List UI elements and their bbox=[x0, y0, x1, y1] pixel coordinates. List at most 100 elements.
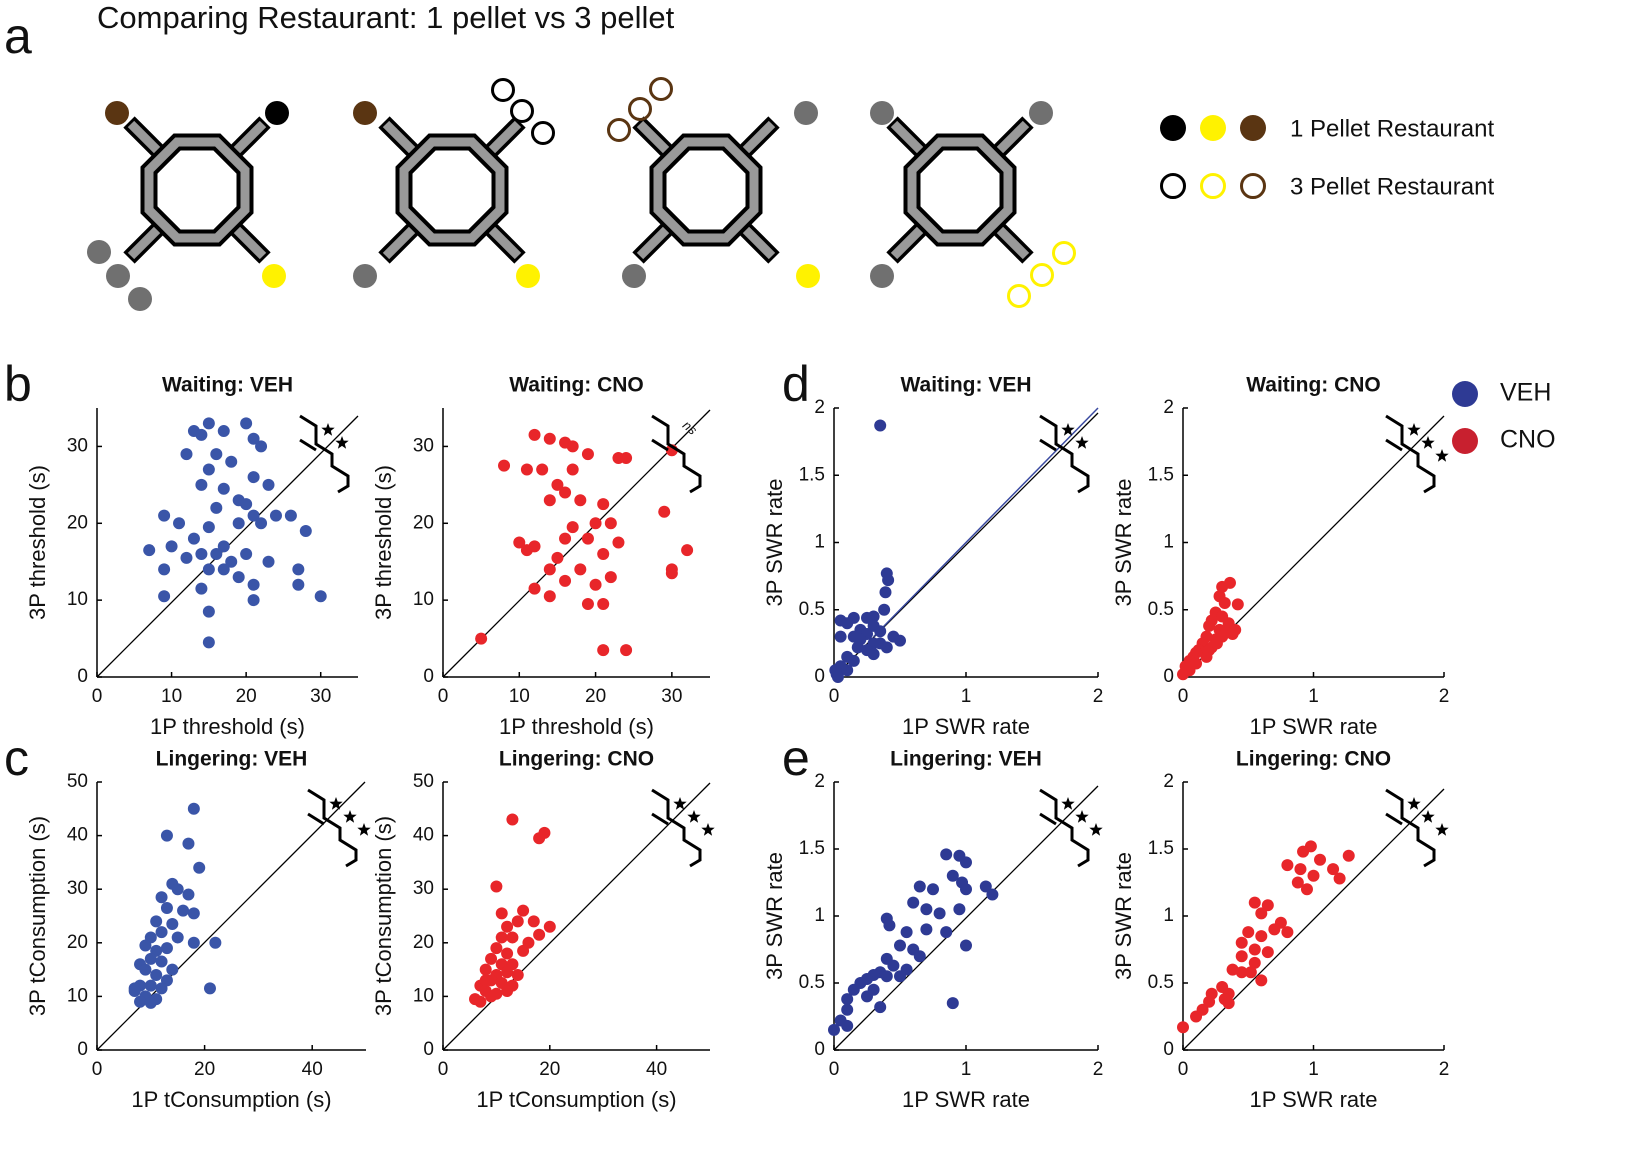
scatter-point bbox=[946, 997, 959, 1010]
scatter-point bbox=[171, 931, 184, 944]
significance-bracket bbox=[651, 812, 669, 826]
scatter-point bbox=[475, 632, 488, 645]
pellet bbox=[491, 78, 515, 102]
scatter-point bbox=[495, 931, 508, 944]
scatter-point bbox=[1333, 872, 1346, 885]
pellet bbox=[1052, 241, 1076, 265]
pellet bbox=[531, 121, 555, 145]
x-axis-label: 1P tConsumption (s) bbox=[476, 1087, 676, 1112]
scatter-point bbox=[217, 425, 230, 438]
y-tick-label: 0 bbox=[423, 666, 434, 687]
scatter-point bbox=[262, 555, 275, 568]
scatter-point bbox=[1203, 644, 1216, 657]
panel-label: d bbox=[782, 356, 810, 412]
scatter-point bbox=[506, 931, 519, 944]
y-tick-label: 50 bbox=[67, 771, 88, 792]
x-tick-label: 30 bbox=[661, 686, 682, 707]
maze-arm bbox=[737, 221, 776, 260]
y-tick-label: 2 bbox=[1163, 397, 1174, 418]
identity-line bbox=[442, 782, 711, 1051]
scatter-point bbox=[874, 1001, 887, 1014]
pellet bbox=[870, 101, 894, 125]
scatter-point bbox=[1261, 946, 1274, 959]
scatter-point bbox=[597, 548, 610, 561]
significance-star bbox=[1089, 823, 1103, 836]
significance-star bbox=[687, 810, 701, 823]
scatter-point bbox=[314, 590, 327, 603]
scatter-point bbox=[187, 907, 200, 920]
scatter-point bbox=[187, 532, 200, 545]
pellet bbox=[628, 97, 652, 121]
y-tick-label: 1.5 bbox=[1148, 464, 1174, 485]
y-tick-label: 0.5 bbox=[1148, 972, 1174, 993]
scatter-point bbox=[861, 990, 873, 1003]
maze-arm bbox=[737, 120, 776, 159]
maze-arm bbox=[991, 221, 1030, 260]
scatter-point bbox=[536, 463, 549, 476]
scatter-point bbox=[953, 903, 966, 916]
scatter-point bbox=[960, 856, 972, 869]
scatter-point bbox=[543, 432, 556, 445]
scatter-point bbox=[913, 950, 926, 963]
panel-label: b bbox=[4, 356, 32, 412]
x-axis-label: 1P threshold (s) bbox=[499, 714, 654, 739]
scatter-point bbox=[479, 963, 492, 976]
significance-bracket bbox=[1039, 438, 1057, 452]
y-tick-label: 10 bbox=[67, 589, 88, 610]
annotation: ns bbox=[680, 417, 701, 438]
pellet bbox=[1029, 101, 1053, 125]
scatter-point bbox=[134, 995, 147, 1008]
scatter-point bbox=[907, 896, 920, 909]
scatter-point bbox=[559, 532, 572, 545]
figure-title: Comparing Restaurant: 1 pellet vs 3 pell… bbox=[97, 0, 675, 35]
pellet bbox=[265, 101, 289, 125]
scatter-point bbox=[1255, 974, 1268, 987]
scatter-point bbox=[1281, 926, 1294, 939]
restaurant-legend-label: 3 Pellet Restaurant bbox=[1290, 173, 1494, 200]
x-tick-label: 0 bbox=[438, 1059, 449, 1080]
scatter-point bbox=[299, 524, 312, 537]
legend-pellet bbox=[1160, 173, 1186, 199]
scatter-point bbox=[851, 641, 864, 654]
scatter-point bbox=[144, 979, 157, 992]
scatter-point bbox=[1235, 950, 1248, 963]
scatter-point bbox=[511, 968, 524, 981]
scatter-point bbox=[527, 915, 540, 928]
y-tick-label: 1 bbox=[814, 532, 825, 553]
x-tick-label: 20 bbox=[194, 1059, 215, 1080]
y-axis-label: 3P SWR rate bbox=[1111, 479, 1136, 607]
significance-bracket bbox=[651, 788, 702, 868]
y-tick-label: 0 bbox=[814, 666, 825, 687]
scatter-point bbox=[240, 548, 253, 561]
scatter-point bbox=[581, 532, 594, 545]
y-tick-label: 40 bbox=[67, 825, 88, 846]
scatter-point bbox=[880, 970, 893, 983]
scatter-point bbox=[202, 463, 215, 476]
scatter-point bbox=[166, 918, 179, 931]
scatter-point bbox=[597, 644, 610, 657]
scatter-point bbox=[581, 448, 594, 461]
scatter-point bbox=[847, 654, 860, 667]
significance-star bbox=[1061, 797, 1075, 810]
scatter-point bbox=[913, 880, 926, 893]
scatter-point bbox=[894, 939, 906, 952]
maze-ring bbox=[653, 137, 759, 243]
pellet bbox=[607, 118, 631, 142]
scatter-point bbox=[589, 578, 602, 591]
maze-arm bbox=[127, 221, 166, 260]
x-tick-label: 2 bbox=[1439, 1059, 1450, 1080]
scatter-point bbox=[182, 888, 195, 901]
scatter-point bbox=[533, 928, 546, 941]
scatter-point bbox=[946, 869, 959, 882]
scatter-point bbox=[232, 571, 245, 584]
y-tick-label: 30 bbox=[413, 878, 434, 899]
significance-bracket bbox=[1039, 812, 1057, 826]
scatter-point bbox=[933, 907, 946, 920]
x-tick-label: 0 bbox=[438, 686, 449, 707]
y-axis-label: 3P threshold (s) bbox=[25, 465, 50, 620]
scatter-point bbox=[501, 920, 514, 933]
scatter-point bbox=[511, 915, 524, 928]
chart-title: Waiting: VEH bbox=[162, 374, 293, 397]
scatter-point bbox=[543, 563, 556, 576]
scatter-point bbox=[247, 578, 260, 591]
